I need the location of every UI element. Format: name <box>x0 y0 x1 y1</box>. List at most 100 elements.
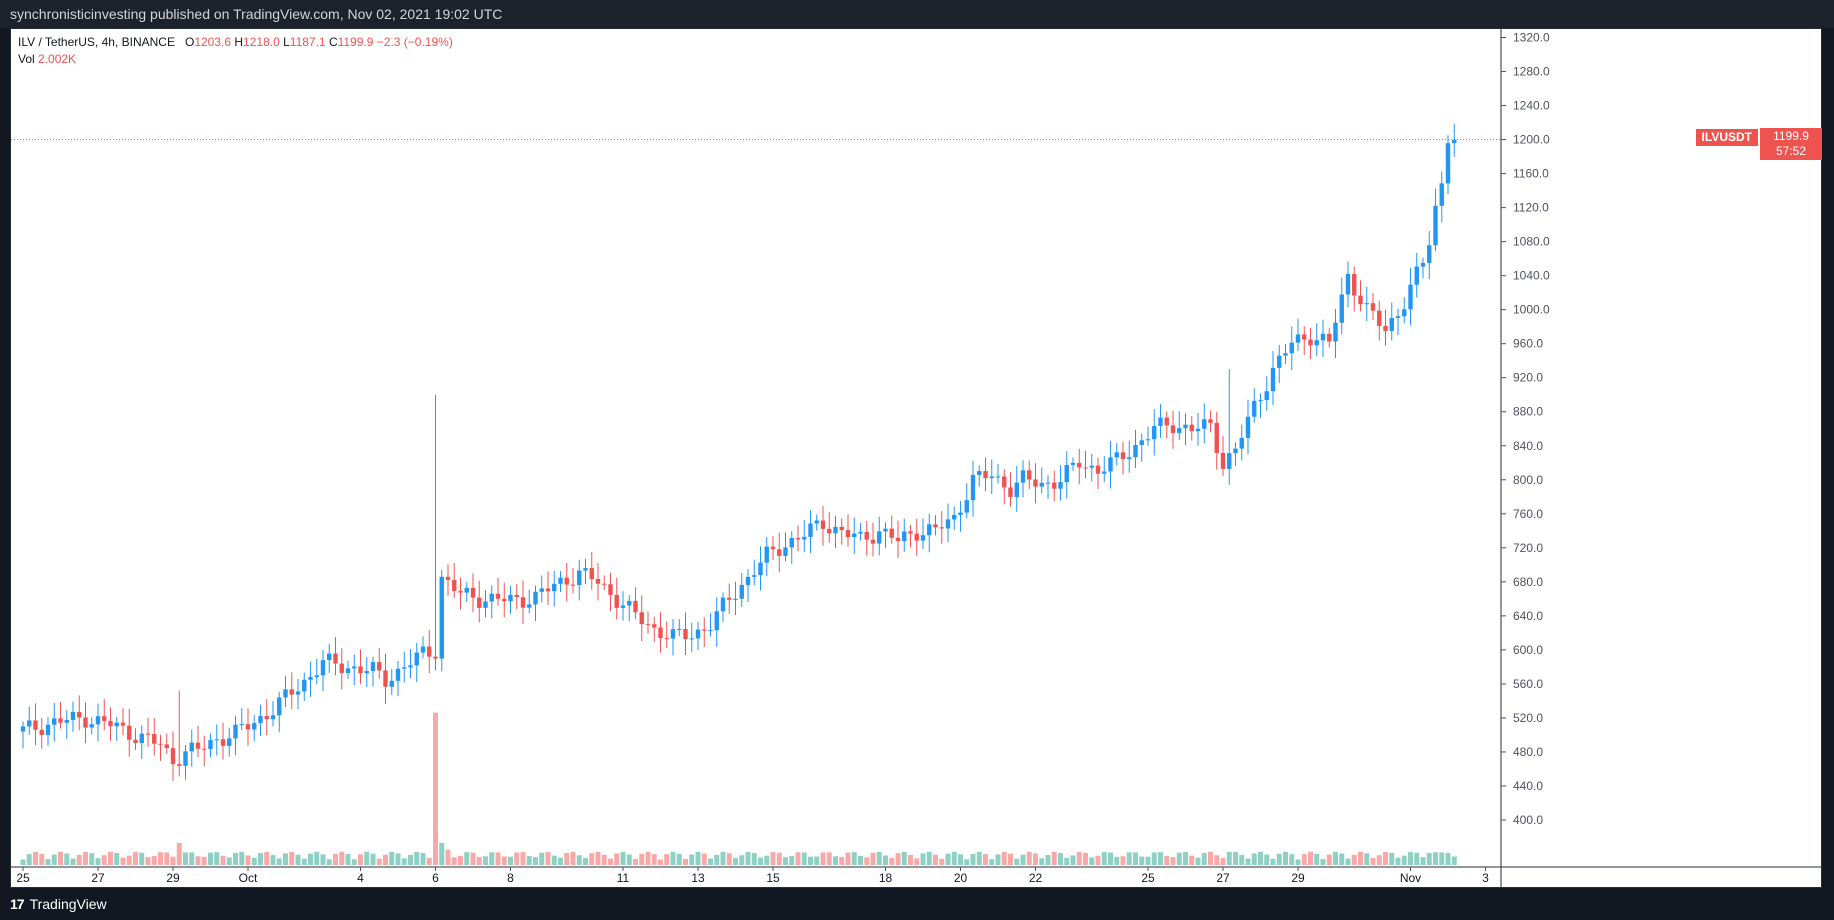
candle-body <box>333 653 338 664</box>
candle-body <box>608 584 613 595</box>
candle-body <box>64 719 69 723</box>
candle-body <box>245 724 251 730</box>
volume-bar <box>439 843 445 865</box>
candle-body <box>1120 452 1126 459</box>
volume-bar <box>1351 854 1357 865</box>
volume-bar <box>1176 852 1182 865</box>
y-tick-label: 680.0 <box>1513 575 1543 589</box>
candle-body <box>1145 439 1151 441</box>
legend-vol-label: Vol <box>18 52 35 66</box>
candle-body <box>633 600 638 613</box>
candle-body <box>1139 440 1144 445</box>
candle-body <box>727 597 732 600</box>
volume-bar <box>839 856 845 865</box>
volume-bar <box>1001 851 1007 865</box>
volume-bar <box>1339 853 1345 865</box>
candle-body <box>883 528 888 532</box>
volume-bar <box>220 855 226 865</box>
candle-body <box>145 733 151 735</box>
volume-bar <box>189 852 195 865</box>
candle-body <box>233 724 238 739</box>
volume-bar <box>564 852 570 865</box>
volume-bar <box>989 859 995 865</box>
tradingview-logo-icon[interactable]: 17 <box>10 896 25 912</box>
candle-body <box>552 583 557 592</box>
x-tick-label: 11 <box>617 871 630 885</box>
x-tick-label: 29 <box>1291 871 1305 885</box>
y-tick-label: 760.0 <box>1513 507 1543 521</box>
candle-body <box>220 739 226 746</box>
candle-body <box>745 576 751 585</box>
volume-bar <box>776 852 782 865</box>
price-chart[interactable]: 1320.0 1280.0 1240.0 1200.0 1160.0 1120.0 1080… <box>11 29 1823 889</box>
candle-body <box>977 471 982 475</box>
candle-body <box>702 629 707 631</box>
volume-bar <box>601 854 607 865</box>
volume-bar <box>389 851 395 865</box>
candle-body <box>1245 416 1251 438</box>
candle-body <box>302 679 307 692</box>
volume-bar <box>151 856 157 865</box>
volume-bar <box>489 852 495 865</box>
volume-bar <box>814 856 820 865</box>
legend-high: 1218.0 <box>243 35 280 49</box>
candle-body <box>495 593 501 599</box>
y-tick-label: 840.0 <box>1513 439 1543 453</box>
candle-body <box>839 526 844 531</box>
volume-bar <box>426 857 432 865</box>
candle-body <box>614 594 619 608</box>
volume-bar <box>1414 852 1420 865</box>
volume-bar <box>870 852 876 865</box>
volume-bar <box>689 854 695 865</box>
chart-area[interactable]: 1320.0 1280.0 1240.0 1200.0 1160.0 1120.0 1080… <box>10 28 1823 889</box>
candle-body <box>177 764 182 766</box>
candle-body <box>1239 437 1244 449</box>
volume-bar <box>983 853 988 865</box>
volume-bar <box>295 854 301 865</box>
volume-bar <box>1308 851 1313 865</box>
volume-bar <box>1145 856 1151 865</box>
volume-bar <box>1158 852 1163 865</box>
candle-body <box>1102 471 1107 474</box>
y-tick-label: 1320.0 <box>1513 31 1550 45</box>
volume-bar <box>264 851 270 865</box>
y-tick-label: 1080.0 <box>1513 235 1550 249</box>
candle-body <box>758 562 763 576</box>
volume-bar <box>1083 852 1088 865</box>
volume-bar <box>851 852 857 865</box>
volume-bar <box>383 854 388 865</box>
candle-body <box>1395 316 1401 318</box>
volume-bar <box>539 852 545 865</box>
candle-body <box>370 662 376 672</box>
footer-brand[interactable]: TradingView <box>29 896 107 912</box>
volume-bar <box>1095 855 1101 865</box>
volume-bar <box>1320 859 1326 865</box>
candle-body <box>589 568 594 579</box>
volume-bar <box>226 857 232 865</box>
candle-body <box>1183 424 1188 429</box>
candle-body <box>345 668 351 673</box>
y-tick-label: 440.0 <box>1513 779 1543 793</box>
candle-body <box>1070 462 1076 465</box>
volume-bar <box>926 851 932 865</box>
volume-bar <box>876 852 882 865</box>
volume-bar <box>364 851 370 865</box>
legend-symbol: ILV / TetherUS, 4h, BINANCE <box>18 35 175 49</box>
candle-body <box>389 680 394 687</box>
volume-bar <box>1183 852 1188 865</box>
y-tick-label: 800.0 <box>1513 473 1543 487</box>
volume-bar <box>1220 858 1226 865</box>
volume-bar <box>1120 856 1126 865</box>
volume-bar <box>526 856 532 865</box>
candle-body <box>189 742 194 752</box>
volume-bar <box>720 851 726 865</box>
candle-body <box>1064 464 1069 483</box>
candle-body <box>377 662 382 671</box>
volume-bar <box>633 859 638 865</box>
candle-body <box>564 577 569 585</box>
volume-bar <box>201 856 207 865</box>
volume-bar <box>995 854 1001 865</box>
x-tick-label: 27 <box>1216 871 1230 885</box>
candle-body <box>1264 391 1269 401</box>
candle-body <box>1408 284 1413 310</box>
